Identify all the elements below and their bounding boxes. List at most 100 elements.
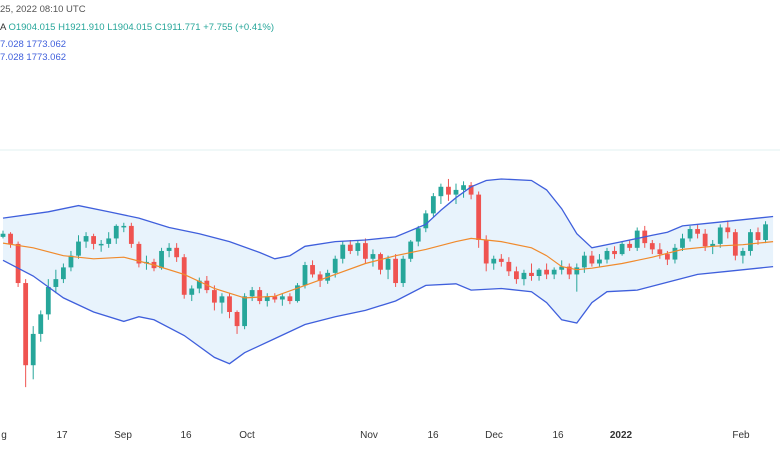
candle[interactable] bbox=[219, 293, 225, 314]
candle[interactable] bbox=[634, 227, 640, 251]
candle[interactable] bbox=[476, 191, 482, 248]
open-value: O1904.015 bbox=[8, 22, 56, 33]
candle[interactable] bbox=[506, 257, 512, 276]
candle[interactable] bbox=[415, 225, 421, 247]
candle[interactable] bbox=[453, 183, 459, 204]
candle[interactable] bbox=[468, 182, 474, 200]
candle[interactable] bbox=[279, 293, 285, 306]
candle[interactable] bbox=[38, 310, 44, 342]
candle[interactable] bbox=[45, 279, 51, 320]
candle[interactable] bbox=[8, 232, 13, 248]
candle[interactable] bbox=[559, 260, 565, 275]
candle[interactable] bbox=[181, 254, 187, 299]
candle[interactable] bbox=[234, 310, 240, 334]
candle-body bbox=[529, 272, 534, 276]
candle[interactable] bbox=[355, 240, 361, 256]
candle[interactable] bbox=[189, 285, 195, 302]
candle[interactable] bbox=[347, 240, 353, 255]
candle[interactable] bbox=[649, 240, 655, 255]
candle[interactable] bbox=[159, 247, 164, 270]
candle[interactable] bbox=[76, 235, 81, 259]
candle[interactable] bbox=[113, 224, 119, 244]
candle[interactable] bbox=[83, 232, 89, 248]
candle[interactable] bbox=[514, 266, 519, 284]
candle[interactable] bbox=[23, 279, 29, 388]
candle[interactable] bbox=[755, 227, 761, 245]
candle[interactable] bbox=[166, 243, 172, 258]
candle[interactable] bbox=[136, 241, 142, 268]
candle[interactable] bbox=[317, 271, 323, 287]
candle[interactable] bbox=[710, 240, 716, 255]
x-tick-label: 16 bbox=[180, 430, 192, 441]
candle[interactable] bbox=[604, 247, 610, 264]
candle[interactable] bbox=[30, 326, 36, 380]
candle[interactable] bbox=[491, 255, 497, 270]
candle[interactable] bbox=[423, 210, 429, 233]
candle[interactable] bbox=[566, 263, 572, 280]
candle[interactable] bbox=[589, 250, 595, 267]
candle[interactable] bbox=[310, 260, 315, 278]
candle[interactable] bbox=[597, 254, 602, 268]
candle[interactable] bbox=[212, 285, 217, 311]
candle-body bbox=[174, 247, 180, 258]
candle[interactable] bbox=[430, 193, 436, 217]
candle[interactable] bbox=[174, 243, 180, 262]
candle[interactable] bbox=[695, 224, 700, 239]
candle[interactable] bbox=[295, 283, 300, 303]
candle[interactable] bbox=[536, 268, 542, 281]
candle[interactable] bbox=[385, 255, 391, 280]
candle[interactable] bbox=[68, 250, 74, 272]
candle[interactable] bbox=[725, 220, 731, 239]
candle[interactable] bbox=[400, 255, 406, 287]
candle[interactable] bbox=[61, 263, 66, 284]
candle[interactable] bbox=[257, 286, 263, 305]
candle[interactable] bbox=[393, 254, 398, 287]
candle[interactable] bbox=[53, 269, 59, 294]
candle[interactable] bbox=[612, 246, 617, 259]
candle[interactable] bbox=[363, 238, 368, 264]
candle[interactable] bbox=[378, 252, 383, 275]
candle-body bbox=[355, 243, 361, 251]
candle[interactable] bbox=[619, 241, 625, 256]
candle[interactable] bbox=[717, 224, 723, 248]
candle[interactable] bbox=[227, 293, 232, 319]
candle[interactable] bbox=[687, 225, 693, 242]
candle[interactable] bbox=[408, 240, 414, 262]
candle[interactable] bbox=[544, 263, 549, 280]
candle[interactable] bbox=[498, 254, 504, 267]
candle-body bbox=[665, 254, 670, 260]
candle[interactable] bbox=[264, 293, 270, 307]
candle[interactable] bbox=[672, 243, 678, 264]
candle[interactable] bbox=[529, 263, 534, 281]
candle[interactable] bbox=[242, 293, 247, 330]
candle[interactable] bbox=[106, 232, 112, 248]
candle[interactable] bbox=[574, 263, 580, 292]
candle[interactable] bbox=[272, 293, 278, 303]
candle[interactable] bbox=[196, 277, 202, 294]
candle[interactable] bbox=[287, 293, 293, 305]
candle[interactable] bbox=[302, 261, 308, 289]
candle[interactable] bbox=[340, 241, 346, 264]
candle[interactable] bbox=[0, 230, 6, 239]
candle[interactable] bbox=[98, 240, 104, 252]
candle[interactable] bbox=[748, 229, 753, 256]
candle[interactable] bbox=[627, 240, 633, 251]
candle[interactable] bbox=[461, 181, 466, 198]
candle[interactable] bbox=[438, 183, 444, 204]
candle[interactable] bbox=[657, 243, 663, 259]
candle[interactable] bbox=[680, 233, 685, 251]
candle[interactable] bbox=[446, 178, 451, 201]
candle[interactable] bbox=[740, 247, 746, 264]
candle[interactable] bbox=[521, 269, 527, 286]
candle[interactable] bbox=[15, 241, 21, 287]
candle[interactable] bbox=[370, 249, 376, 267]
candle[interactable] bbox=[91, 233, 96, 250]
candle[interactable] bbox=[763, 221, 768, 244]
candle[interactable] bbox=[551, 267, 557, 280]
candle[interactable] bbox=[128, 222, 134, 248]
candle[interactable] bbox=[483, 235, 489, 272]
candle[interactable] bbox=[249, 286, 255, 302]
candle-body bbox=[332, 258, 338, 273]
candle[interactable] bbox=[121, 222, 127, 233]
